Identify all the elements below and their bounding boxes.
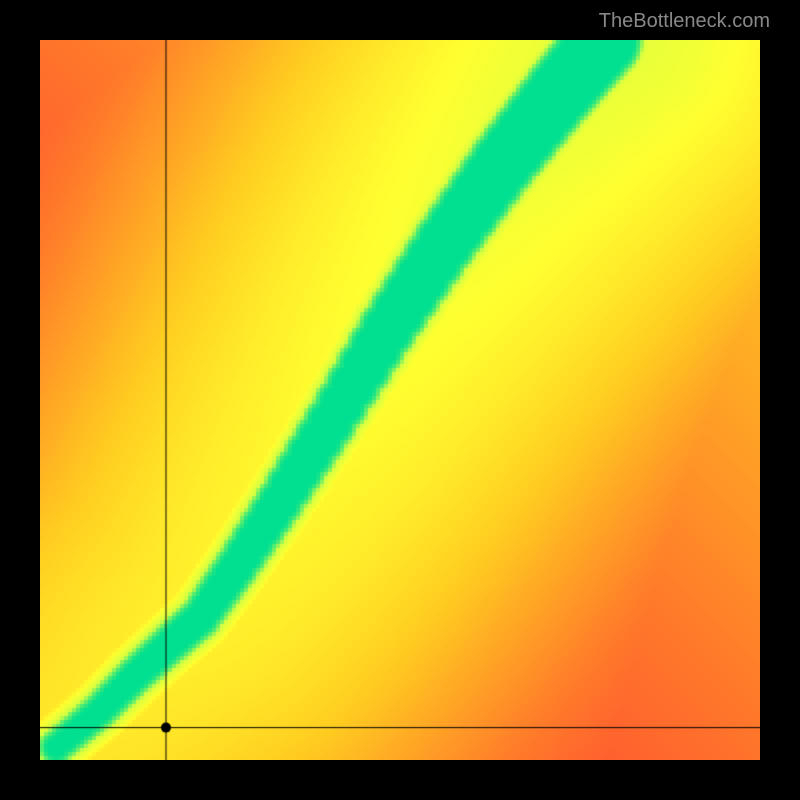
heatmap-canvas [40, 40, 760, 760]
watermark-text: TheBottleneck.com [599, 10, 770, 33]
bottleneck-heatmap [40, 40, 760, 760]
